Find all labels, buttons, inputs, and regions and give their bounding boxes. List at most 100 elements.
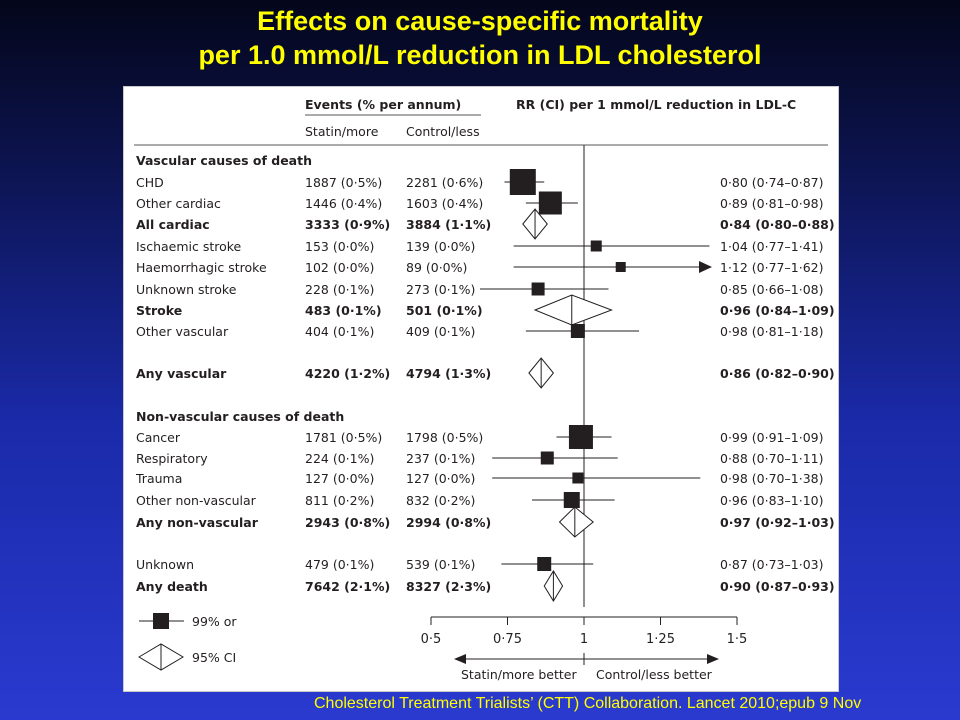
left-arrowhead	[454, 654, 466, 664]
rr-value: 0·80 (0·74–0·87)	[720, 175, 823, 190]
rr-value: 1·12 (0·77–1·62)	[720, 260, 823, 275]
control-header: Control/less	[406, 124, 480, 139]
control-events: 273 (0·1%)	[406, 282, 475, 297]
statin-events: 811 (0·2%)	[305, 493, 374, 508]
statin-events: 1446 (0·4%)	[305, 196, 382, 211]
row-label: Haemorrhagic stroke	[136, 260, 267, 275]
estimate-square	[570, 324, 585, 338]
estimate-square	[590, 240, 602, 252]
statin-header: Statin/more	[305, 124, 379, 139]
statin-events: 3333 (0·9%)	[305, 217, 390, 232]
estimate-square	[531, 282, 545, 296]
row-label: All cardiac	[136, 217, 210, 232]
estimate-square	[538, 191, 562, 215]
statin-events: 479 (0·1%)	[305, 557, 374, 572]
statin-events: 483 (0·1%)	[305, 303, 382, 318]
control-events: 2994 (0·8%)	[406, 515, 491, 530]
ci-arrow	[699, 261, 712, 273]
title-line-2: per 1.0 mmol/L reduction in LDL choleste…	[198, 40, 762, 70]
rr-value: 0·96 (0·84–1·09)	[720, 303, 835, 318]
rr-value: 0·90 (0·87–0·93)	[720, 579, 835, 594]
row-label: Cancer	[136, 430, 181, 445]
control-events: 3884 (1·1%)	[406, 217, 491, 232]
events-header: Events (% per annum)	[305, 97, 461, 112]
rr-value: 0·86 (0·82–0·90)	[720, 366, 835, 381]
statin-events: 4220 (1·2%)	[305, 366, 390, 381]
statin-events: 2943 (0·8%)	[305, 515, 390, 530]
title-line-1: Effects on cause-specific mortality	[257, 6, 703, 36]
rr-value: 0·99 (0·91–1·09)	[720, 430, 823, 445]
row-label: Any vascular	[136, 366, 227, 381]
row-label: Any death	[136, 579, 208, 594]
row-label: Other non-vascular	[136, 493, 257, 508]
legend-square	[153, 613, 169, 629]
x-tick-label: 1·25	[646, 632, 675, 647]
control-events: 832 (0·2%)	[406, 493, 475, 508]
row-label: Trauma	[135, 471, 182, 486]
statin-events: 1887 (0·5%)	[305, 175, 382, 190]
x-tick-label: 1·5	[727, 632, 748, 647]
estimate-square	[537, 557, 552, 571]
rr-value: 0·85 (0·66–1·08)	[720, 282, 823, 297]
row-label: Other cardiac	[136, 196, 221, 211]
rr-value: 1·04 (0·77–1·41)	[720, 239, 823, 254]
control-events: 409 (0·1%)	[406, 324, 475, 339]
x-tick-label: 1	[580, 632, 588, 647]
statin-events: 404 (0·1%)	[305, 324, 374, 339]
forest-plot-panel: Events (% per annum) Statin/more Control/l…	[123, 86, 839, 692]
row-label: Any non-vascular	[136, 515, 259, 530]
estimate-square	[540, 451, 554, 465]
right-direction-label: Control/less better	[596, 667, 713, 682]
estimate-diamond	[533, 294, 613, 326]
rr-value: 0·98 (0·70–1·38)	[720, 471, 823, 486]
control-events: 4794 (1·3%)	[406, 366, 491, 381]
statin-events: 228 (0·1%)	[305, 282, 374, 297]
control-events: 8327 (2·3%)	[406, 579, 491, 594]
rr-value: 0·88 (0·70–1·11)	[720, 451, 823, 466]
legend-square-label: 99% or	[192, 614, 237, 629]
citation: Cholesterol Treatment Trialists’ (CTT) C…	[314, 695, 862, 712]
section-header: Non-vascular causes of death	[136, 409, 344, 424]
statin-events: 102 (0·0%)	[305, 260, 374, 275]
row-label: Other vascular	[136, 324, 229, 339]
control-events: 237 (0·1%)	[406, 451, 475, 466]
row-label: Stroke	[136, 303, 182, 318]
row-label: Ischaemic stroke	[136, 239, 242, 254]
left-direction-label: Statin/more better	[461, 667, 577, 682]
rr-value: 0·84 (0·80–0·88)	[720, 217, 835, 232]
estimate-square	[615, 262, 626, 272]
estimate-square	[509, 169, 536, 195]
slide-title: Effects on cause-specific mortality per …	[0, 4, 960, 72]
estimate-square	[563, 492, 580, 508]
estimate-square	[572, 472, 584, 484]
control-events: 501 (0·1%)	[406, 303, 483, 318]
section-header: Vascular causes of death	[136, 153, 312, 168]
right-arrowhead	[707, 654, 719, 664]
rr-value: 0·98 (0·81–1·18)	[720, 324, 823, 339]
statin-events: 1781 (0·5%)	[305, 430, 382, 445]
row-label: Unknown	[136, 557, 194, 572]
row-label: Unknown stroke	[136, 282, 237, 297]
x-tick-label: 0·5	[421, 632, 442, 647]
control-events: 1603 (0·4%)	[406, 196, 483, 211]
row-label: Respiratory	[136, 451, 208, 466]
statin-events: 153 (0·0%)	[305, 239, 374, 254]
control-events: 1798 (0·5%)	[406, 430, 483, 445]
row-label: CHD	[136, 175, 164, 190]
legend-diamond-label: 95% CI	[192, 650, 236, 665]
control-events: 127 (0·0%)	[406, 471, 475, 486]
x-tick-label: 0·75	[493, 632, 522, 647]
rr-value: 0·87 (0·73–1·03)	[720, 557, 823, 572]
rr-header: RR (CI) per 1 mmol/L reduction in LDL-C	[516, 97, 796, 112]
rr-value: 0·89 (0·81–0·98)	[720, 196, 823, 211]
control-events: 2281 (0·6%)	[406, 175, 483, 190]
statin-events: 7642 (2·1%)	[305, 579, 390, 594]
estimate-square	[568, 425, 593, 449]
forest-plot: Events (% per annum) Statin/more Control/l…	[134, 97, 835, 682]
control-events: 539 (0·1%)	[406, 557, 475, 572]
statin-events: 127 (0·0%)	[305, 471, 374, 486]
statin-events: 224 (0·1%)	[305, 451, 374, 466]
rr-value: 0·96 (0·83–1·10)	[720, 493, 823, 508]
control-events: 89 (0·0%)	[406, 260, 467, 275]
estimate-diamond	[558, 506, 594, 538]
